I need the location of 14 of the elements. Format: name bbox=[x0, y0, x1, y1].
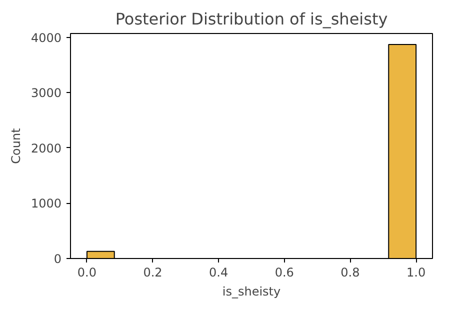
y-tick-label: 2000 bbox=[30, 141, 62, 156]
x-tick-label: 0.2 bbox=[143, 266, 162, 280]
chart-title: Posterior Distribution of is_sheisty bbox=[115, 10, 388, 28]
x-axis-title: is_sheisty bbox=[222, 284, 281, 298]
y-tick-label: 1000 bbox=[30, 196, 62, 211]
x-tick-label: 0.8 bbox=[340, 266, 360, 280]
x-tick-label: 0.6 bbox=[274, 266, 294, 280]
x-tick-label: 0.0 bbox=[77, 266, 97, 280]
y-tick-label: 3000 bbox=[30, 86, 62, 100]
y-tick-label: 0 bbox=[54, 252, 62, 266]
x-tick-label: 1.0 bbox=[406, 266, 426, 280]
y-tick-label: 4000 bbox=[30, 30, 62, 45]
y-axis-title: Count bbox=[8, 128, 23, 164]
x-tick-label: 0.4 bbox=[209, 266, 228, 280]
